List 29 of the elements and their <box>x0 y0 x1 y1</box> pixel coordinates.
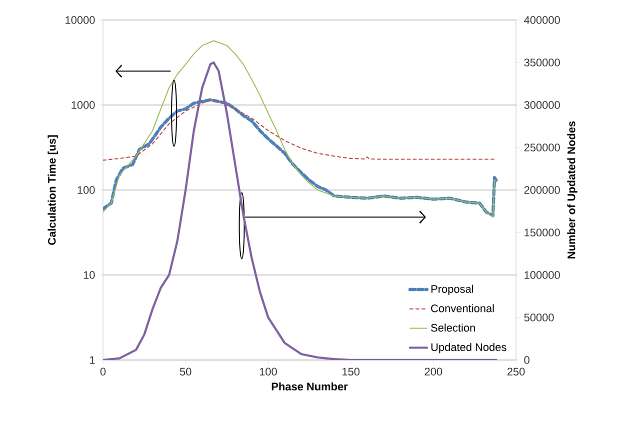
y2-tick-label: 300000 <box>524 101 560 109</box>
y-tick-label: 1000 <box>72 101 95 109</box>
y2-tick-label: 350000 <box>524 58 560 66</box>
y2-tick-label: 150000 <box>524 228 560 236</box>
y-axis-title: Calculation Time [us] <box>48 135 58 245</box>
legend-label: Conventional <box>431 304 494 312</box>
y2-tick-label: 50000 <box>524 314 554 322</box>
legend-label: Updated Nodes <box>431 342 506 354</box>
line-series <box>103 98 498 218</box>
y2-tick-label: 250000 <box>524 144 560 152</box>
y-tick-label: 1 <box>90 356 95 364</box>
y-tick-label: 10000 <box>66 16 95 24</box>
x-tick-label: 50 <box>180 368 192 376</box>
x-tick-label: 0 <box>100 368 106 376</box>
x-tick-label: 250 <box>507 368 525 376</box>
y-tick-label: 100 <box>78 186 95 194</box>
y-tick-label: 10 <box>84 271 95 279</box>
y2-tick-label: 200000 <box>524 186 560 194</box>
x-tick-label: 100 <box>260 368 277 376</box>
y2-tick-label: 100000 <box>524 271 560 279</box>
y2-tick-label: 0 <box>524 356 530 364</box>
line-series <box>103 40 497 218</box>
x-axis-title: Phase Number <box>272 382 348 390</box>
legend-label: Proposal <box>431 284 474 295</box>
x-tick-label: 150 <box>342 368 360 376</box>
x-tick-label: 200 <box>424 368 442 376</box>
y2-axis-title: Number of Updated Nodes <box>567 121 578 258</box>
y2-tick-label: 400000 <box>524 16 560 24</box>
legend-label: Selection <box>431 324 475 332</box>
